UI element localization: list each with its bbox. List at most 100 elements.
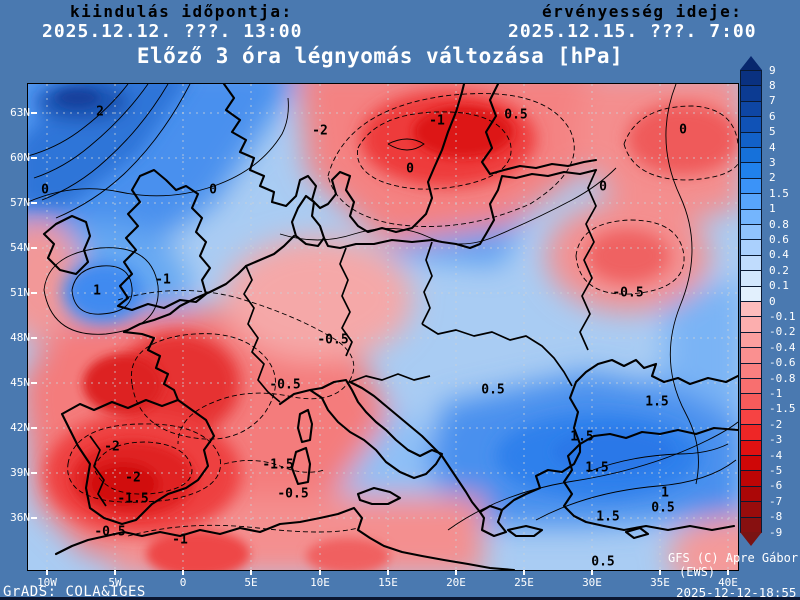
lat-tick: [31, 157, 37, 159]
contour-value-label: -1.5: [117, 492, 148, 507]
lon-label: 35E: [650, 576, 670, 589]
colorbar-label: -6: [769, 479, 783, 493]
lon-label: 5W: [108, 576, 122, 589]
colorbar: 9 8 7 6 5 4 3 2 1.5 1 0.8 0.6 0.4 0.2 0.1 0 -0.1 -0.2 -0.4…: [740, 56, 800, 550]
contour-value-label: -1.5: [262, 458, 293, 473]
contour-value-label: 1: [661, 486, 669, 501]
contour-value-label: 0.5: [481, 383, 504, 398]
colorbar-label: -7: [769, 494, 783, 508]
colorbar-label: 6: [769, 109, 776, 123]
colorbar-label: -0.1: [769, 309, 796, 323]
lon-label: 25E: [514, 576, 534, 589]
grads-credit: GrADS: COLA&IGES: [3, 584, 146, 600]
lon-label: 10W: [37, 576, 57, 589]
colorbar-box: [740, 193, 762, 210]
colorbar-label: 0.8: [769, 217, 789, 231]
colorbar-box: [740, 485, 762, 503]
colorbar-label: 0: [769, 294, 776, 308]
coastlines: [42, 84, 738, 570]
lon-tick: [659, 570, 661, 575]
lon-label: 15E: [378, 576, 398, 589]
colorbar-triangle-top: [740, 56, 762, 70]
contour-value-label: 0: [209, 183, 217, 198]
colorbar-label: 7: [769, 94, 776, 108]
colorbar-box: [740, 131, 762, 148]
colorbar-box: [740, 316, 762, 333]
colorbar-label: -5: [769, 463, 783, 477]
contour-value-label: 1.5: [596, 510, 619, 525]
lat-label: 39N: [10, 466, 30, 479]
colorbar-box: [740, 147, 762, 164]
lon-label: 5E: [244, 576, 258, 589]
lat-tick: [31, 112, 37, 114]
colorbar-box: [740, 162, 762, 179]
colorbar-label: 8: [769, 78, 776, 92]
lon-tick: [591, 570, 593, 575]
colorbar-box: [740, 85, 762, 102]
contour-value-label: -1: [429, 114, 445, 129]
lon-tick: [182, 570, 184, 575]
colorbar-box: [740, 501, 762, 518]
colorbar-label: 9: [769, 63, 776, 77]
init-time-label: kiindulás időpontja:: [70, 2, 293, 21]
colorbar-label: 5: [769, 125, 776, 139]
contour-value-label: -2: [125, 471, 141, 486]
lon-label: 30E: [582, 576, 602, 589]
render-timestamp: 2025-12-12-18:55: [676, 585, 797, 600]
lon-tick: [250, 570, 252, 575]
colorbar-box: [740, 224, 762, 241]
colorbar-label: -1: [769, 386, 783, 400]
lat-tick: [31, 337, 37, 339]
colorbar-box: [740, 362, 762, 379]
country-borders: [89, 169, 597, 507]
lat-tick: [31, 382, 37, 384]
lat-label: 36N: [10, 511, 30, 524]
contour-lines: [28, 84, 738, 531]
contour-value-label: 2: [96, 105, 104, 120]
colorbar-label: -3: [769, 433, 783, 447]
lat-label: 42N: [10, 421, 30, 434]
map-credit-line2: (EWS): [679, 565, 716, 579]
contour-value-label: -0.5: [269, 378, 300, 393]
contour-value-label: 1.5: [585, 461, 608, 476]
colorbar-label: -9: [769, 525, 783, 539]
colorbar-label: -4: [769, 448, 783, 462]
page-title: Előző 3 óra légnyomás változása [hPa]: [136, 44, 624, 68]
lon-tick: [46, 570, 48, 575]
lat-tick: [31, 517, 37, 519]
lon-label: 10E: [310, 576, 330, 589]
lat-tick: [31, 427, 37, 429]
colorbar-box: [740, 424, 762, 441]
colorbar-box: [740, 331, 762, 349]
colorbar-label: 1: [769, 202, 776, 216]
colorbar-box: [740, 347, 762, 364]
colorbar-label: 1.5: [769, 186, 789, 200]
lat-tick: [31, 202, 37, 204]
colorbar-box: [740, 270, 762, 287]
contour-value-label: -1: [155, 273, 171, 288]
contour-value-label: -0.5: [612, 286, 643, 301]
contour-value-label: -0.5: [94, 525, 125, 540]
lat-label: 51N: [10, 286, 30, 299]
colorbar-box: [740, 378, 762, 395]
colorbar-box: [740, 239, 762, 256]
colorbar-triangle-bottom: [740, 532, 762, 546]
valid-time-label: érvényesség ideje:: [542, 2, 743, 21]
colorbar-box: [740, 470, 762, 487]
colorbar-box: [740, 208, 762, 225]
colorbar-box: [740, 408, 762, 426]
contour-value-label: 0: [406, 162, 414, 177]
colorbar-box: [740, 177, 762, 195]
contour-value-label: 0.5: [651, 501, 674, 516]
lon-tick: [114, 570, 116, 575]
colorbar-box: [740, 301, 762, 318]
lat-label: 57N: [10, 196, 30, 209]
contour-value-label: -1: [172, 533, 188, 548]
colorbar-box: [740, 393, 762, 410]
init-time-value: 2025.12.12. ???. 13:00: [42, 21, 303, 42]
pressure-shading: [28, 84, 738, 570]
colorbar-box: [740, 116, 762, 133]
lat-label: 45N: [10, 376, 30, 389]
colorbar-label: 0.2: [769, 263, 789, 277]
colorbar-label: -0.8: [769, 371, 796, 385]
